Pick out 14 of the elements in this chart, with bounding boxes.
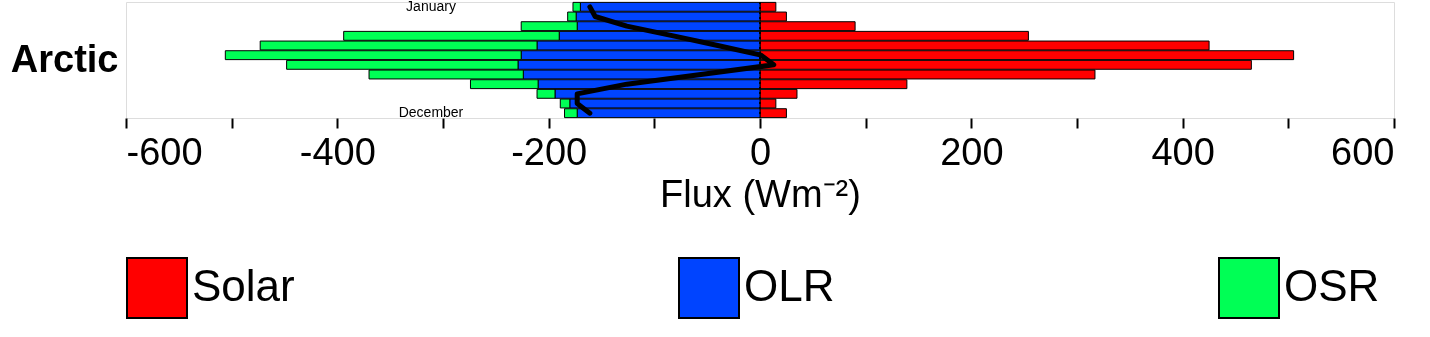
x-tick-label: -400 [299, 130, 376, 173]
y-axis-title: Arctic [10, 37, 119, 80]
legend-label: OLR [744, 261, 835, 310]
x-tick-label: -600 [126, 130, 203, 173]
legend-label: OSR [1284, 261, 1380, 310]
x-tick-label: 0 [749, 130, 772, 173]
y-tick-label: December [398, 104, 464, 121]
y-tick-label: January [406, 0, 456, 14]
x-tick-label: -200 [511, 130, 588, 173]
x-tick-label: 600 [1331, 130, 1395, 173]
x-tick-label: 400 [1151, 130, 1215, 173]
legend-label: Solar [192, 261, 295, 310]
x-tick-label: 200 [940, 130, 1004, 173]
x-axis-title: Flux (Wm⁻²) [660, 172, 861, 215]
